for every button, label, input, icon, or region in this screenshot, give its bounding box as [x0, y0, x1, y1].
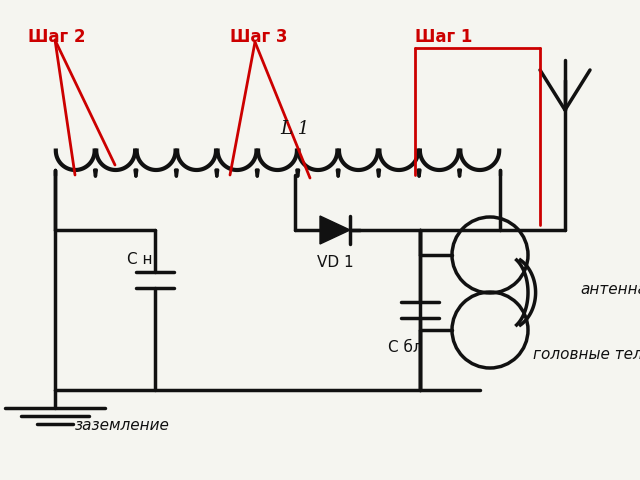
Polygon shape — [320, 216, 350, 244]
Text: головные телефоны: головные телефоны — [533, 348, 640, 362]
Text: Шаг 3: Шаг 3 — [230, 28, 287, 46]
Text: C бл: C бл — [388, 340, 422, 355]
Text: L 1: L 1 — [280, 120, 310, 138]
Text: Шаг 2: Шаг 2 — [28, 28, 86, 46]
Text: C н: C н — [127, 252, 152, 267]
Text: заземление: заземление — [75, 418, 170, 432]
Text: Шаг 1: Шаг 1 — [415, 28, 472, 46]
Text: антенна: антенна — [580, 283, 640, 298]
Text: VD 1: VD 1 — [317, 255, 353, 270]
